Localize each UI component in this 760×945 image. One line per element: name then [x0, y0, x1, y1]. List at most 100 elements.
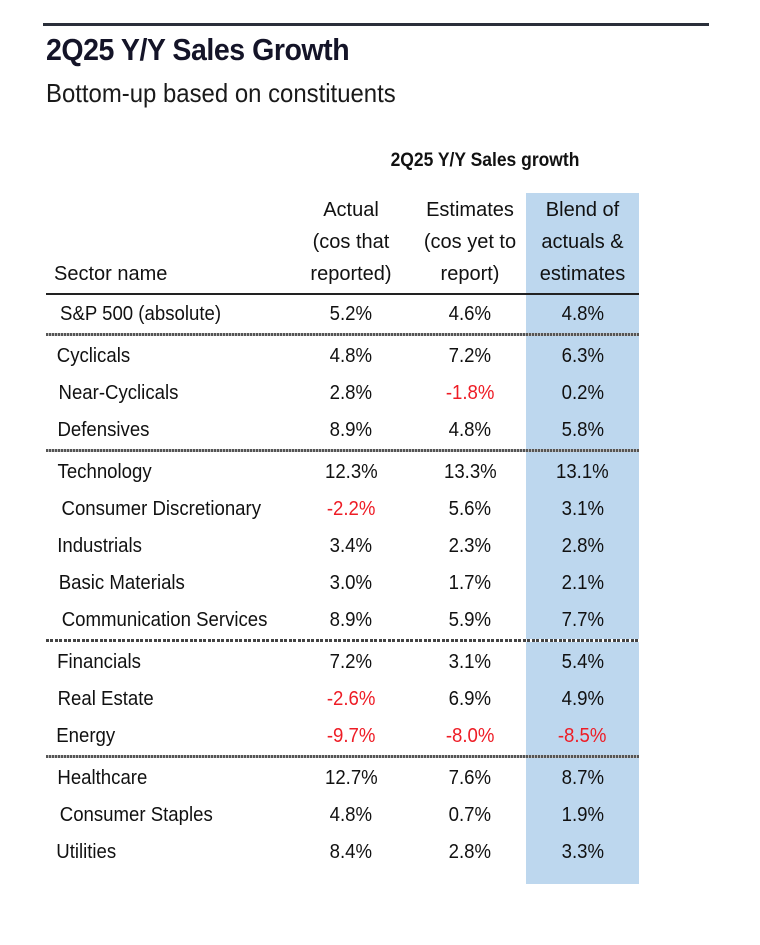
- header-label-line: Sector name: [54, 263, 168, 285]
- header-label-line: report): [440, 263, 500, 285]
- page-title: 2Q25 Y/Y Sales Growth: [46, 32, 350, 67]
- estimates-value: -8.0%: [445, 725, 495, 747]
- actual-value: 12.7%: [324, 767, 378, 789]
- sector-name: Utilities: [56, 841, 117, 863]
- table-row: Technology 12.3% 13.3% 13.1%: [46, 453, 639, 490]
- header-sector-name: Sector name: [54, 258, 167, 290]
- sector-name: Technology: [57, 461, 152, 483]
- blend-value: 3.1%: [561, 498, 604, 520]
- header-actual: Actual (cos that reported): [296, 194, 406, 290]
- blend-value: -8.5%: [558, 725, 607, 747]
- actual-value-cell: 8.9%: [296, 607, 406, 633]
- blend-value-cell: 4.8%: [526, 301, 639, 327]
- sector-name: Energy: [56, 725, 116, 747]
- estimates-value-cell: 13.3%: [414, 459, 526, 485]
- estimates-value-cell: -1.8%: [414, 380, 526, 406]
- blend-value-cell: -8.5%: [526, 723, 639, 749]
- actual-value: 5.2%: [329, 303, 373, 325]
- blend-value: 2.1%: [561, 572, 604, 594]
- actual-value: -9.7%: [326, 725, 376, 747]
- estimates-value-cell: 1.7%: [414, 570, 526, 596]
- estimates-value: 5.9%: [448, 609, 492, 631]
- blend-value-cell: 6.3%: [526, 343, 639, 369]
- actual-value-cell: 7.2%: [296, 649, 406, 675]
- estimates-value: 7.6%: [448, 767, 492, 789]
- estimates-value: 4.6%: [448, 303, 492, 325]
- actual-value: 3.0%: [329, 572, 373, 594]
- sector-name-cell: Healthcare: [54, 765, 151, 791]
- table-row: Energy -9.7% -8.0% -8.5%: [46, 717, 639, 754]
- table-row: Basic Materials 3.0% 1.7% 2.1%: [46, 564, 639, 601]
- blend-value-cell: 5.4%: [526, 649, 639, 675]
- table-row: Healthcare 12.7% 7.6% 8.7%: [46, 759, 639, 796]
- estimates-value-cell: 5.9%: [414, 607, 526, 633]
- header-label-line: estimates: [539, 263, 626, 285]
- blend-value-cell: 2.1%: [526, 570, 639, 596]
- blend-value: 2.8%: [561, 535, 604, 557]
- table-row: Near-Cyclicals 2.8% -1.8% 0.2%: [46, 374, 639, 411]
- estimates-value-cell: 4.6%: [414, 301, 526, 327]
- actual-value-cell: -2.6%: [296, 686, 406, 712]
- sector-name-cell: Technology: [54, 459, 155, 485]
- blend-value-cell: 8.7%: [526, 765, 639, 791]
- sector-name-cell: S&P 500 (absolute): [54, 301, 227, 327]
- actual-value: 2.8%: [329, 382, 373, 404]
- header-label-line: (cos yet to: [423, 231, 517, 253]
- header-estimates: Estimates (cos yet to report): [414, 194, 526, 290]
- sector-name-cell: Real Estate: [54, 686, 157, 712]
- estimates-value-cell: 2.3%: [414, 533, 526, 559]
- actual-value-cell: 2.8%: [296, 380, 406, 406]
- table-header-row: Sector name Actual (cos that reported) Est…: [46, 196, 639, 293]
- estimates-value: -1.8%: [445, 382, 495, 404]
- sector-name-cell: Near-Cyclicals: [54, 380, 183, 406]
- header-divider: [46, 293, 639, 295]
- estimates-value: 2.8%: [448, 841, 492, 863]
- estimates-value: 2.3%: [448, 535, 492, 557]
- estimates-value: 1.7%: [448, 572, 492, 594]
- blend-value: 5.4%: [561, 651, 604, 673]
- actual-value-cell: 4.8%: [296, 343, 406, 369]
- blend-value: 4.8%: [561, 303, 604, 325]
- actual-value: 8.4%: [329, 841, 373, 863]
- sector-name-cell: Cyclicals: [54, 343, 133, 369]
- estimates-value-cell: 5.6%: [414, 496, 526, 522]
- blend-value: 3.3%: [561, 841, 604, 863]
- sector-name-cell: Energy: [54, 723, 117, 749]
- sector-name: Basic Materials: [58, 572, 185, 594]
- actual-value: 7.2%: [329, 651, 373, 673]
- estimates-value-cell: 7.6%: [414, 765, 526, 791]
- blend-value: 7.7%: [561, 609, 604, 631]
- estimates-value-cell: -8.0%: [414, 723, 526, 749]
- sector-name-cell: Communication Services: [54, 607, 275, 633]
- sector-name: Defensives: [57, 419, 150, 441]
- table-row: Consumer Discretionary -2.2% 5.6% 3.1%: [46, 490, 639, 527]
- table-row: Cyclicals 4.8% 7.2% 6.3%: [46, 337, 639, 374]
- table-row: Utilities 8.4% 2.8% 3.3%: [46, 833, 639, 870]
- table-row: Defensives 8.9% 4.8% 5.8%: [46, 411, 639, 448]
- blend-value-cell: 3.3%: [526, 839, 639, 865]
- estimates-value-cell: 4.8%: [414, 417, 526, 443]
- estimates-value: 7.2%: [448, 345, 492, 367]
- blend-value-cell: 5.8%: [526, 417, 639, 443]
- blend-value: 0.2%: [561, 382, 604, 404]
- header-label-line: reported): [310, 263, 392, 285]
- header-label-line: Actual: [323, 199, 379, 221]
- blend-value-cell: 1.9%: [526, 802, 639, 828]
- blend-value: 6.3%: [561, 345, 604, 367]
- actual-value-cell: 12.7%: [296, 765, 406, 791]
- estimates-value-cell: 3.1%: [414, 649, 526, 675]
- blend-value-cell: 7.7%: [526, 607, 639, 633]
- actual-value: -2.2%: [326, 498, 376, 520]
- sector-name-cell: Basic Materials: [54, 570, 190, 596]
- header-label-line: Estimates: [426, 199, 514, 221]
- estimates-value-cell: 7.2%: [414, 343, 526, 369]
- sector-name: Communication Services: [61, 609, 268, 631]
- actual-value-cell: 8.4%: [296, 839, 406, 865]
- header-label-line: actuals &: [541, 231, 624, 253]
- sector-name: Consumer Discretionary: [61, 498, 262, 520]
- actual-value-cell: 3.4%: [296, 533, 406, 559]
- sector-name: Consumer Staples: [59, 804, 213, 826]
- estimates-value: 3.1%: [448, 651, 492, 673]
- sector-name-cell: Utilities: [54, 839, 118, 865]
- sector-name: Real Estate: [57, 688, 154, 710]
